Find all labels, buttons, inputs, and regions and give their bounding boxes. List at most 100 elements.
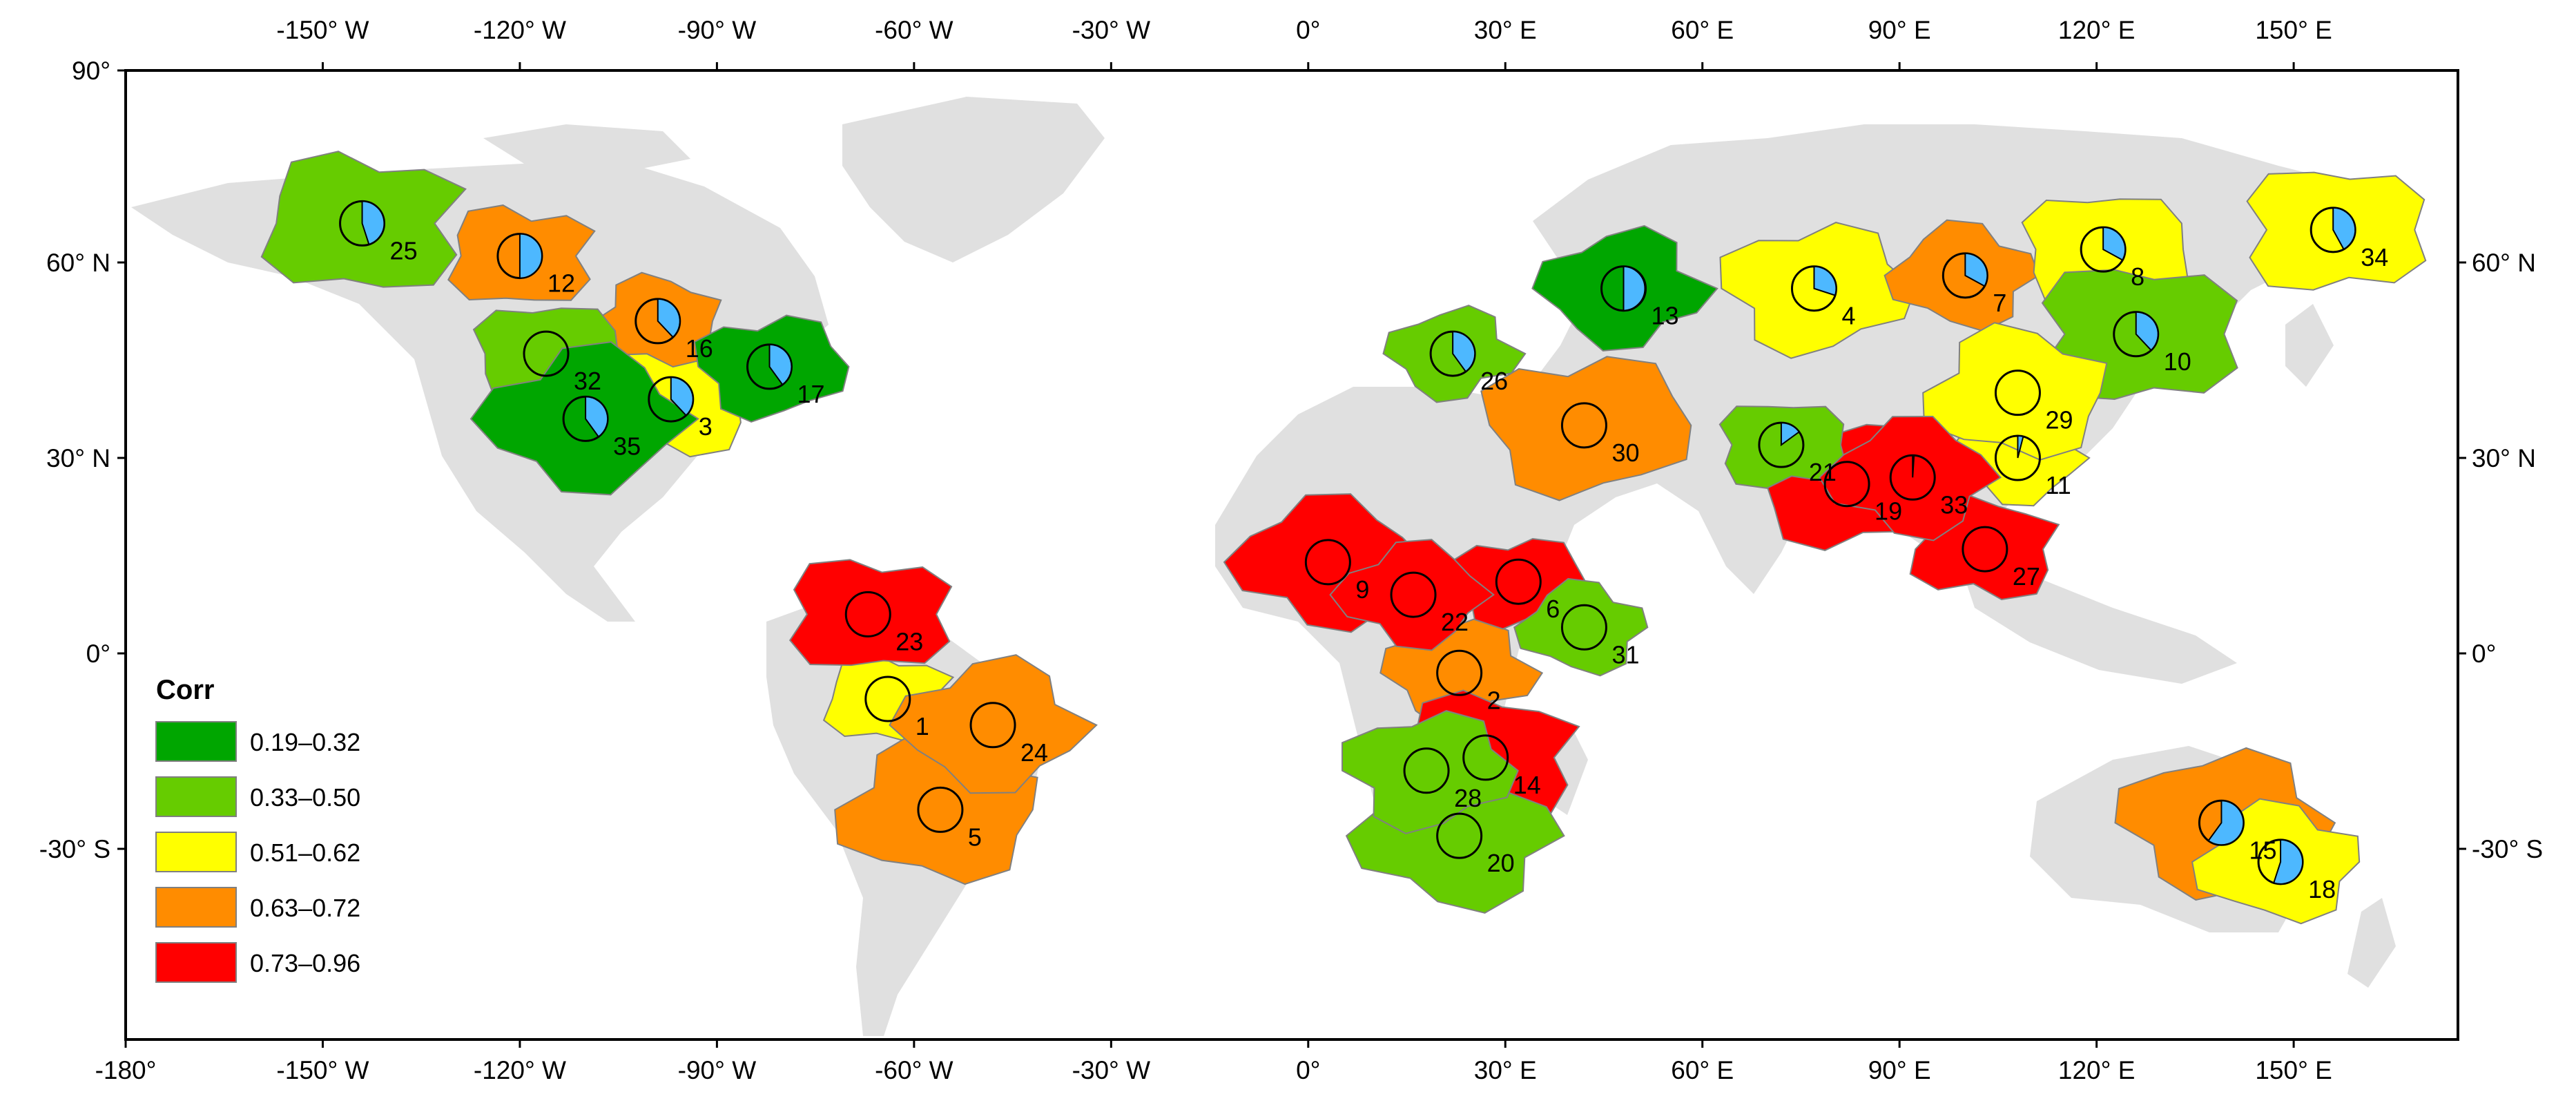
- landmass-new-zealand: [2347, 898, 2396, 988]
- right-tick-label: -30° S: [2472, 835, 2543, 863]
- basin-pie-slice: [1780, 422, 1801, 447]
- top-tick-label: 120° E: [2058, 16, 2136, 44]
- basin-marker-9: 9: [1304, 539, 1369, 604]
- top-tick-label: -120° W: [474, 16, 566, 44]
- basin-id-label: 8: [2131, 262, 2144, 291]
- top-tick-label: 90° E: [1868, 16, 1931, 44]
- basin-id-label: 32: [574, 367, 601, 395]
- basin-pie-outline: [523, 330, 570, 377]
- bottom-tick-label: 30° E: [1474, 1056, 1537, 1084]
- basin-marker-35: 35: [562, 395, 641, 460]
- legend-label: 0.19–0.32: [250, 728, 360, 756]
- bottom-tick-label: -180°: [95, 1056, 157, 1084]
- top-tick-label: 150° E: [2255, 16, 2332, 44]
- basin-marker-6: 6: [1495, 558, 1560, 623]
- basin-id-label: 10: [2164, 347, 2191, 376]
- basin-pie-slice: [1912, 454, 1915, 478]
- basin-id-label: 30: [1611, 439, 1639, 467]
- basin-marker-24: 24: [969, 702, 1048, 767]
- basin-marker-17: 17: [746, 343, 825, 408]
- basin-pie-outline: [1403, 747, 1450, 794]
- basin-pie-slice: [2272, 838, 2304, 885]
- basin-marker-5: 5: [917, 786, 982, 851]
- legend-label: 0.51–0.62: [250, 838, 360, 867]
- basin-marker-12: 12: [496, 233, 575, 298]
- left-tick-label: 0°: [86, 640, 110, 668]
- basin-pie-slice: [361, 200, 385, 246]
- basin-marker-13: 13: [1600, 265, 1679, 330]
- basin-id-label: 31: [1611, 640, 1639, 669]
- landmass-southeast-asia: [1961, 566, 2237, 684]
- basin-marker-2: 2: [1436, 649, 1501, 714]
- landmass-arctic-islands: [483, 124, 690, 173]
- basin-pie-slice: [1813, 265, 1837, 296]
- right-tick-label: 0°: [2472, 640, 2496, 668]
- basin-marker-32: 32: [523, 330, 601, 395]
- basin-pie-slice: [2332, 207, 2356, 251]
- basin-id-label: 17: [797, 380, 825, 408]
- legend-swatch: [155, 887, 237, 928]
- basin-pie-slice: [768, 343, 793, 386]
- basin-marker-31: 31: [1560, 604, 1639, 669]
- basin-marker-10: 10: [2113, 311, 2191, 376]
- basin-pie-slice: [519, 233, 543, 279]
- legend-swatch: [155, 942, 237, 983]
- basin-pie-outline: [1390, 571, 1437, 618]
- basin-id-label: 9: [1355, 575, 1369, 604]
- basin-pie-outline: [1436, 649, 1483, 696]
- basin-marker-27: 27: [1962, 526, 2040, 591]
- basin-id-label: 14: [1513, 771, 1541, 799]
- basin-pie-outline: [1823, 461, 1870, 508]
- axis-tick-labels: -150° W -120° W -90° W -60° W -30° W 0° 30° E 6…: [39, 16, 2543, 1084]
- right-tick-label: 60° N: [2472, 249, 2536, 277]
- basin-pie-outline: [1560, 604, 1607, 651]
- bottom-tick-label: -150° W: [276, 1056, 369, 1084]
- basin-id-label: 23: [895, 627, 923, 655]
- basin-marker-4: 4: [1790, 265, 1856, 330]
- basin-id-label: 1: [916, 712, 929, 740]
- basin-pie-slice: [585, 396, 609, 438]
- left-tick-label: 30° N: [46, 444, 110, 472]
- basin-id-label: 6: [1546, 595, 1560, 623]
- basin-region-7: [1883, 219, 2040, 332]
- basin-id-label: 21: [1809, 458, 1837, 486]
- basin-marker-20: 20: [1436, 812, 1515, 877]
- basin-pie-slice: [1623, 265, 1646, 311]
- basin-pie-slice: [657, 298, 681, 338]
- basin-marker-18: 18: [2257, 838, 2336, 903]
- basin-pie-slice: [2207, 800, 2245, 846]
- basin-id-label: 16: [686, 334, 713, 363]
- bottom-tick-label: 120° E: [2058, 1056, 2136, 1084]
- basin-marker-21: 21: [1758, 421, 1837, 486]
- basin-marker-25: 25: [339, 200, 418, 265]
- basin-pie-outline: [1462, 734, 1509, 781]
- basin-id-label: 3: [699, 412, 713, 441]
- basin-pie-outline: [969, 702, 1016, 749]
- basin-pie-outline: [1436, 812, 1483, 859]
- basin-pie-slice: [670, 376, 694, 416]
- basin-pie-outline: [844, 591, 891, 638]
- basin-marker-1: 1: [864, 675, 929, 740]
- basin-marker-16: 16: [635, 298, 713, 363]
- basin-id-label: 34: [2361, 243, 2388, 271]
- bottom-tick-label: -30° W: [1072, 1056, 1151, 1084]
- top-tick-label: -150° W: [276, 16, 369, 44]
- legend-label: 0.33–0.50: [250, 783, 360, 812]
- basin-id-label: 19: [1875, 497, 1902, 526]
- legend: Corr 0.19–0.32 0.33–0.50 0.51–0.62 0.63–0.7…: [155, 675, 360, 983]
- basin-id-label: 5: [968, 823, 982, 851]
- legend-items: 0.19–0.32 0.33–0.50 0.51–0.62 0.63–0.72 0.73…: [155, 721, 360, 983]
- basin-region-31: [1513, 577, 1649, 677]
- bottom-tick-label: 150° E: [2255, 1056, 2332, 1084]
- legend-label: 0.63–0.72: [250, 894, 360, 922]
- basin-id-label: 4: [1841, 302, 1855, 330]
- basin-pie-outline: [1495, 558, 1542, 605]
- basin-id-label: 22: [1441, 608, 1469, 636]
- basin-marker-19: 19: [1823, 461, 1902, 526]
- top-tick-label: -30° W: [1072, 16, 1151, 44]
- basin-pie-outline: [917, 786, 964, 833]
- basin-marker-33: 33: [1889, 454, 1968, 519]
- left-tick-label: 60° N: [46, 249, 110, 277]
- basin-markers: 1234567891011121314151617181920212223242…: [339, 200, 2388, 903]
- basin-pie-slice: [2017, 434, 2024, 459]
